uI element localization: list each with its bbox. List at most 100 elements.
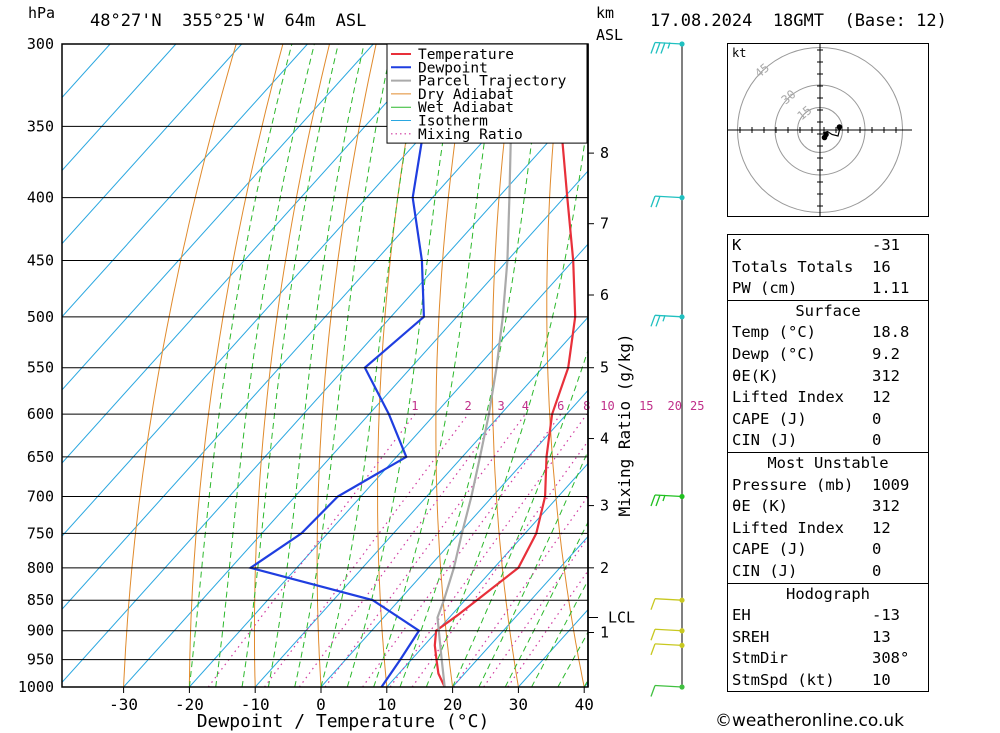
wind-barb-feather: [662, 315, 666, 322]
mu-index-value: 312: [872, 497, 900, 516]
hodo-index-value: 10: [872, 670, 891, 689]
hodo-index-value: 308°: [872, 649, 910, 668]
pressure-tick-label: 800: [27, 559, 54, 577]
surface-index-key: θE(K): [732, 366, 779, 385]
wind-barb-feather: [650, 598, 656, 610]
wind-barb-staff: [654, 628, 683, 632]
dry-adiabat-line: [982, 44, 1000, 687]
wind-barb-staff: [654, 684, 683, 688]
dry-adiabat-line: [188, 44, 284, 687]
surface-index-value: 0: [872, 409, 882, 428]
mu-index-key: CAPE (J): [732, 540, 807, 559]
wind-barb-feather: [660, 42, 666, 54]
hodo-index-row: SREH 13: [728, 627, 928, 649]
isotherm-line: [62, 44, 374, 391]
general-index-value: -31: [872, 236, 900, 254]
km-tick-label: 5: [600, 359, 609, 377]
wind-barb-dot: [679, 314, 685, 320]
general-index-value: 16: [872, 257, 891, 276]
hodo-index-key: StmSpd (kt): [732, 670, 835, 689]
surface-index-row: CIN (J) 0: [728, 430, 928, 452]
hodograph-ring-label: 45: [752, 61, 772, 81]
wet-adiabat-line: [241, 44, 339, 687]
km-tick-label: 3: [600, 497, 609, 515]
surface-index-value: 18.8: [872, 323, 910, 342]
wind-barb-feather: [650, 643, 656, 656]
datetime-title: 17.08.2024 18GMT (Base: 12): [650, 11, 947, 31]
mixing-ratio-label: 6: [557, 399, 564, 413]
mixing-ratio-line: [389, 413, 588, 687]
wind-barb-staff: [654, 598, 683, 601]
hodo-index-row: StmDir 308°: [728, 648, 928, 670]
surface-index-key: Temp (°C): [732, 323, 816, 342]
km-tick-label: 1: [600, 624, 609, 642]
hpa-unit-label: hPa: [28, 4, 56, 22]
hodograph-unit-label: kt: [732, 46, 746, 60]
mixing-ratio-label: 8: [583, 399, 590, 413]
km-tick-label: 7: [600, 215, 609, 233]
most-unstable-title: Most Unstable: [767, 453, 889, 472]
wind-barb-feather: [650, 494, 656, 507]
most-unstable-indices: Pressure (mb) 1009 θE (K) 312 Lifted Index 12…: [728, 475, 928, 583]
temperature-tick-label: 30: [509, 695, 528, 714]
isotherm-line: [62, 44, 111, 99]
wet-adiabat-line: [504, 520, 588, 687]
wind-barb-dot: [679, 493, 685, 500]
wet-adiabat-line: [531, 579, 588, 687]
hodograph-indices-title: Hodograph: [786, 584, 870, 603]
wind-barb-feather: [650, 685, 656, 697]
pressure-tick-label: 650: [27, 448, 54, 466]
mixing-ratio-label: 15: [639, 399, 653, 413]
general-index-value: 1.11: [872, 279, 910, 298]
surface-index-value: 0: [872, 431, 882, 450]
mu-index-key: θE (K): [732, 497, 788, 516]
mu-index-row: θE (K) 312: [728, 496, 928, 518]
surface-index-row: CAPE (J) 0: [728, 409, 928, 431]
wind-barb: [650, 628, 685, 641]
lcl-label: LCL: [608, 609, 635, 627]
temperature-tick-label: 0: [316, 695, 326, 714]
isotherm-line: [452, 535, 588, 687]
wind-barb-feather: [667, 42, 671, 49]
wind-barb: [650, 493, 685, 507]
general-index-row: Totals Totals 16: [728, 257, 928, 279]
mixing-ratio-line: [483, 536, 588, 687]
mixing-ratio-line: [362, 413, 562, 687]
surface-index-key: CAPE (J): [732, 409, 807, 428]
credit-text: ©weatheronline.co.uk: [715, 711, 905, 731]
surface-index-value: 312: [872, 366, 900, 385]
hodograph-marker: [836, 124, 843, 130]
mixing-ratio-label: 10: [600, 399, 614, 413]
wind-barb-feather: [655, 195, 661, 208]
general-index-key: K: [732, 236, 742, 254]
mixing-ratio-line: [264, 413, 469, 687]
wet-adiabat-line: [267, 44, 365, 687]
hodograph-panel: kt 15 30 45: [727, 43, 929, 217]
mixing-ratio-label: 4: [522, 399, 529, 413]
surface-indices: Temp (°C) 18.8 Dewp (°C) 9.2 θE(K) 312 Lifted …: [728, 322, 928, 452]
hodo-index-value: -13: [872, 606, 900, 625]
hodo-index-key: SREH: [732, 627, 770, 646]
surface-title: Surface: [795, 301, 861, 320]
mixing-ratio-label: 1: [411, 399, 418, 413]
surface-index-value: 12: [872, 388, 891, 407]
km-tick-label: 6: [600, 286, 609, 304]
indices-panel: K -31 Totals Totals 16 PW (cm) 1.11 Surface T…: [727, 234, 929, 693]
legend-entry: Temperature: [418, 47, 514, 63]
mixing-ratio-line: [452, 495, 588, 687]
surface-index-row: θE(K) 312: [728, 366, 928, 388]
mu-index-value: 1009: [872, 475, 910, 494]
pressure-tick-label: 950: [27, 651, 54, 669]
wind-barb-feather: [650, 195, 656, 208]
wind-barb-feather: [650, 42, 656, 54]
isotherm-line: [62, 97, 588, 684]
wind-barb-dot: [679, 684, 685, 690]
wind-barb-feather: [655, 42, 661, 54]
wind-barb: [650, 597, 685, 610]
temperature-tick-label: 20: [443, 695, 462, 714]
x-axis-label: Dewpoint / Temperature (°C): [197, 711, 490, 732]
pressure-tick-label: 700: [27, 488, 54, 506]
km-unit-label: km: [596, 4, 615, 22]
temperature-line: [433, 44, 577, 687]
pressure-tick-label: 450: [27, 252, 54, 270]
